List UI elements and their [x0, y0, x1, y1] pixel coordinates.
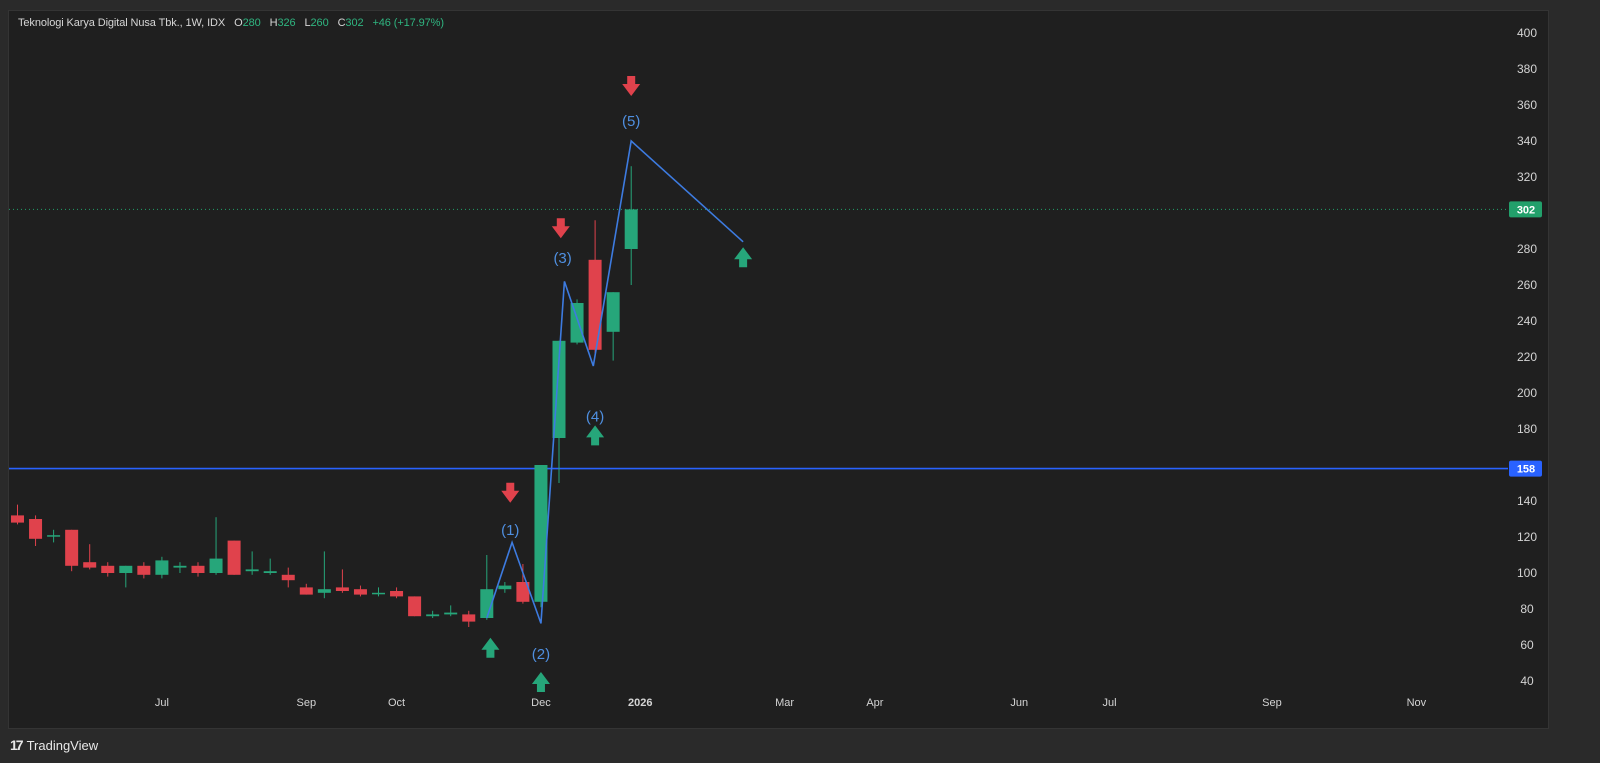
y-tick-label: 340 — [1517, 134, 1537, 148]
candle-body — [372, 592, 385, 595]
sell-arrow-icon — [501, 482, 520, 503]
candle-body — [119, 565, 133, 573]
change-value: +46 (+17.97%) — [372, 17, 444, 29]
y-tick-label: 260 — [1517, 278, 1537, 292]
candle-body — [281, 574, 295, 581]
wave-label: (3) — [553, 250, 571, 267]
candle-body — [191, 565, 205, 573]
x-tick-label: Oct — [388, 697, 405, 709]
tradingview-logo-icon: 17 — [10, 737, 24, 753]
sell-arrow-icon — [551, 218, 570, 239]
y-tick-label: 100 — [1517, 566, 1537, 580]
y-tick-label: 140 — [1517, 494, 1537, 508]
last-price-tag — [1509, 201, 1542, 218]
candle-body — [570, 303, 584, 343]
candle-body — [83, 562, 97, 568]
buy-arrow-icon — [481, 637, 500, 658]
level-price-tag — [1509, 460, 1542, 477]
candle-body — [444, 612, 458, 615]
y-tick-label: 380 — [1517, 62, 1537, 76]
y-tick-label: 60 — [1520, 638, 1534, 652]
chart-frame — [8, 10, 1549, 729]
close-label: C — [337, 17, 346, 29]
candle-body — [263, 571, 277, 573]
y-tick-label: 240 — [1517, 314, 1537, 328]
candle-body — [335, 587, 349, 591]
wave-label: (2) — [532, 646, 550, 663]
candle-body — [137, 565, 151, 575]
x-tick-label: Mar — [775, 697, 794, 709]
y-tick-label: 40 — [1520, 674, 1534, 688]
y-tick-label: 180 — [1517, 422, 1537, 436]
candle-body — [29, 519, 43, 539]
wave-label: (1) — [501, 522, 519, 539]
candle-body — [11, 515, 24, 523]
candle-body — [462, 614, 476, 622]
y-tick-label: 220 — [1517, 350, 1537, 364]
candle-body — [209, 558, 223, 573]
candle-body — [299, 587, 313, 595]
sell-arrow-icon — [622, 76, 641, 96]
candle-body — [47, 535, 61, 537]
low-value: 260 — [310, 17, 329, 29]
open-label: O — [234, 17, 243, 29]
symbol-legend: Teknologi Karya Digital Nusa Tbk., 1W, I… — [18, 17, 444, 29]
buy-arrow-icon — [586, 425, 605, 446]
x-tick-label: 2026 — [628, 697, 652, 709]
buy-arrow-icon — [734, 247, 753, 268]
y-tick-label: 280 — [1517, 242, 1537, 256]
x-tick-label: Jul — [1102, 697, 1116, 709]
x-tick-label: Nov — [1407, 697, 1427, 709]
brand-name: TradingView — [26, 737, 99, 753]
candle-body — [65, 529, 79, 566]
candles-group — [11, 166, 638, 627]
x-tick-label: Jul — [155, 697, 169, 709]
y-tick-label: 80 — [1520, 602, 1534, 616]
x-tick-label: Apr — [866, 697, 883, 709]
buy-arrow-icon — [531, 672, 550, 692]
y-tick-label: 400 — [1517, 26, 1537, 40]
candle-body — [426, 614, 440, 617]
candle-body — [173, 565, 187, 568]
high-label: H — [269, 17, 278, 29]
y-tick-label: 200 — [1517, 386, 1537, 400]
candle-body — [498, 585, 512, 590]
price-tag-label: 302 — [1517, 204, 1535, 216]
y-tick-label: 320 — [1517, 170, 1537, 184]
candle-body — [353, 589, 367, 595]
candle-body — [155, 560, 169, 575]
wave-label: (5) — [622, 113, 640, 130]
x-tick-label: Jun — [1010, 697, 1028, 709]
candle-body — [227, 540, 241, 575]
candle-body — [390, 591, 404, 597]
symbol-title: Teknologi Karya Digital Nusa Tbk., 1W, I… — [18, 17, 226, 29]
candle-body — [624, 209, 638, 249]
x-tick-label: Sep — [1262, 697, 1282, 709]
y-tick-label: 360 — [1517, 98, 1537, 112]
open-value: 280 — [242, 17, 261, 29]
low-label: L — [304, 17, 311, 29]
candle-body — [534, 465, 548, 602]
brand-footer[interactable]: 17 TradingView — [10, 737, 98, 753]
candle-body — [317, 589, 331, 593]
candle-body — [516, 582, 530, 602]
candle-body — [101, 565, 115, 573]
candle-body — [245, 569, 259, 572]
y-tick-label: 120 — [1517, 530, 1537, 544]
high-value: 326 — [277, 17, 296, 29]
x-tick-label: Sep — [297, 697, 317, 709]
candle-body — [588, 259, 602, 350]
elliott-wave-line — [486, 139, 744, 624]
candle-body — [606, 292, 620, 332]
price-tag-label: 158 — [1517, 464, 1535, 476]
x-tick-label: Dec — [531, 697, 551, 709]
wave-label: (4) — [586, 408, 604, 425]
close-value: 302 — [345, 17, 364, 29]
candle-body — [408, 596, 422, 617]
